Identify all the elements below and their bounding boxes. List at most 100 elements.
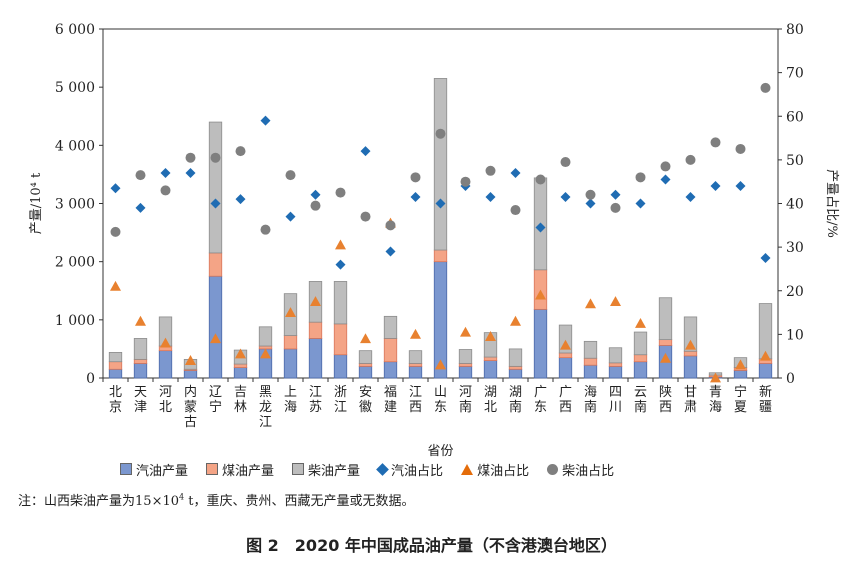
gasoline-ratio-point xyxy=(410,191,421,202)
kerosene-ratio-point xyxy=(360,333,371,344)
x-tick-label: 河南 xyxy=(459,385,472,415)
diesel-bar-swatch xyxy=(292,463,305,475)
y-tick-label: 0 xyxy=(86,371,95,387)
kerosene-bar xyxy=(483,356,498,361)
kerosene-ratio-point xyxy=(235,348,246,359)
diesel-bar xyxy=(633,331,648,356)
diesel-bar xyxy=(358,350,373,364)
kerosene-bar xyxy=(233,363,248,368)
x-tick-label: 甘肃 xyxy=(684,385,697,415)
gasoline-ratio-point xyxy=(660,174,671,185)
triangle-marker-icon xyxy=(461,463,474,475)
diesel-ratio-point xyxy=(160,185,171,196)
footnote: 注：山西柴油产量为15×104 t，重庆、贵州、西藏无产量或无数据。 xyxy=(18,490,414,509)
kerosene-ratio-point xyxy=(160,337,171,348)
gasoline-ratio-point xyxy=(585,198,596,209)
note-exponent: 4 xyxy=(179,492,185,502)
diamond-marker-icon xyxy=(376,462,389,476)
gasoline-bar xyxy=(108,368,123,379)
diesel-ratio-point xyxy=(685,154,696,165)
kerosene-bar-swatch xyxy=(206,463,219,475)
kerosene-ratio-point xyxy=(260,348,271,359)
kerosene-bar xyxy=(533,269,548,310)
gasoline-ratio-point xyxy=(560,191,571,202)
gasoline-ratio-point xyxy=(260,115,271,126)
x-tick-label: 青海 xyxy=(709,385,722,415)
diesel-bar xyxy=(383,315,398,339)
x-tick-label: 山东 xyxy=(434,385,447,415)
kerosene-ratio-point xyxy=(560,339,571,350)
diesel-ratio-point xyxy=(635,172,646,183)
gasoline-ratio-point xyxy=(385,246,396,257)
kerosene-bar xyxy=(433,249,448,263)
x-tick-label: 湖北 xyxy=(484,385,497,415)
gasoline-bar xyxy=(758,363,773,379)
legend-item-diesel-ratio: 柴油占比 xyxy=(547,460,614,479)
kerosene-bar xyxy=(283,335,298,350)
legend-label: 柴油占比 xyxy=(562,463,615,479)
kerosene-ratio-point xyxy=(335,239,346,250)
kerosene-bar xyxy=(133,358,148,364)
gasoline-bar xyxy=(608,365,623,379)
kerosene-bar xyxy=(358,363,373,367)
gasoline-ratio-point xyxy=(485,191,496,202)
x-tick-label: 北京 xyxy=(109,385,122,415)
gasoline-bar xyxy=(483,360,498,379)
gasoline-bar xyxy=(633,361,648,379)
gasoline-bar xyxy=(133,363,148,379)
y2-tick-label: 30 xyxy=(786,240,804,256)
legend-label: 汽油占比 xyxy=(391,463,444,479)
note-prefix: 注：山西柴油产量为 xyxy=(18,494,136,509)
y-axis-title: 产量/10⁴ t xyxy=(29,172,44,234)
gasoline-ratio-point xyxy=(335,259,346,270)
kerosene-ratio-point xyxy=(110,280,121,291)
diesel-ratio-point xyxy=(260,224,271,235)
legend-item-kerosene-ratio: 煤油占比 xyxy=(461,460,529,479)
x-tick-label: 福建 xyxy=(384,385,397,415)
diesel-bar xyxy=(458,349,473,364)
diesel-ratio-point xyxy=(310,200,321,211)
figure-caption: 图 2 2020 年中国成品油产量（不含港澳台地区） xyxy=(246,536,617,555)
gasoline-ratio-point xyxy=(210,198,221,209)
gasoline-bar xyxy=(508,368,523,379)
gasoline-bar xyxy=(358,365,373,379)
x-tick-label: 上海 xyxy=(284,385,297,415)
diesel-ratio-point xyxy=(210,152,221,163)
legend: 汽油产量 煤油产量 柴油产量 汽油占比 煤油占比 柴油占比 xyxy=(120,458,820,480)
kerosene-bar xyxy=(308,321,323,339)
diesel-ratio-point xyxy=(185,152,196,163)
x-tick-label: 辽宁 xyxy=(209,385,222,415)
diesel-ratio-point xyxy=(610,202,621,213)
gasoline-bar xyxy=(558,357,573,379)
diesel-ratio-point xyxy=(385,220,396,231)
diesel-ratio-point xyxy=(235,146,246,157)
diesel-bar xyxy=(583,340,598,359)
gasoline-bar xyxy=(308,338,323,379)
gasoline-bar xyxy=(158,350,173,379)
gasoline-ratio-point xyxy=(110,183,121,194)
kerosene-ratio-point xyxy=(310,296,321,307)
x-tick-label: 广西 xyxy=(559,385,572,415)
gasoline-ratio-point xyxy=(160,167,171,178)
gasoline-ratio-point xyxy=(510,167,521,178)
kerosene-ratio-point xyxy=(710,372,721,383)
gasoline-ratio-point xyxy=(285,211,296,222)
diesel-ratio-point xyxy=(110,226,121,237)
kerosene-ratio-point xyxy=(535,289,546,300)
diesel-ratio-point xyxy=(360,211,371,222)
gasoline-bar xyxy=(183,370,198,379)
x-tick-label: 河北 xyxy=(159,385,172,415)
x-tick-label: 广东 xyxy=(534,385,547,415)
y2-tick-label: 20 xyxy=(786,284,804,300)
y2-axis-title: 产量占比/% xyxy=(824,169,839,238)
y-tick-label: 2 000 xyxy=(55,255,95,271)
diesel-ratio-point xyxy=(710,137,721,148)
gasoline-ratio-point xyxy=(710,181,721,192)
kerosene-bar xyxy=(658,339,673,346)
gasoline-ratio-point xyxy=(360,146,371,157)
x-tick-label: 陕西 xyxy=(659,385,672,415)
diesel-ratio-point xyxy=(435,128,446,139)
y2-tick-label: 0 xyxy=(786,371,795,387)
kerosene-ratio-point xyxy=(660,352,671,363)
legend-label: 煤油占比 xyxy=(477,463,530,479)
